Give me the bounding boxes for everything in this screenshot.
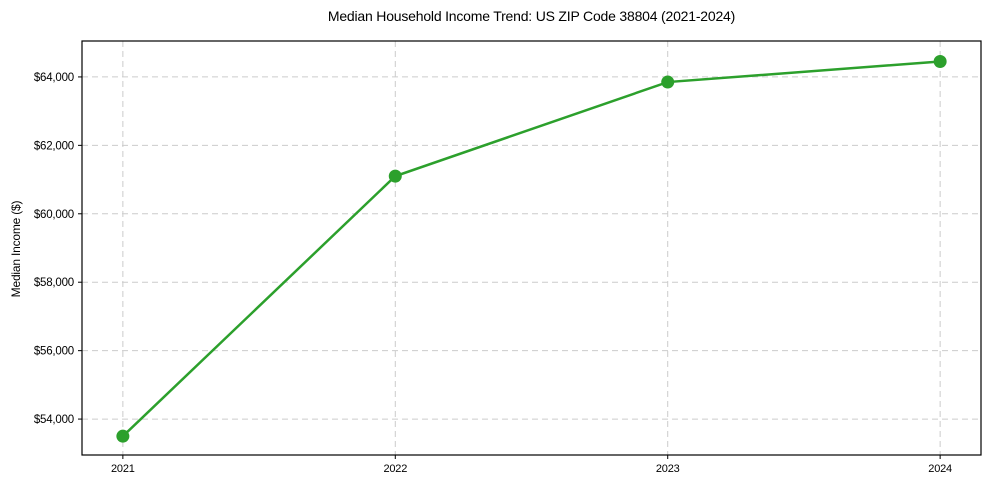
y-tick-label: $60,000 — [34, 209, 74, 221]
y-tick-label: $62,000 — [34, 140, 74, 152]
data-point-marker — [661, 75, 675, 89]
data-point-marker — [116, 429, 130, 443]
y-tick-label: $56,000 — [34, 346, 74, 358]
data-point-marker — [933, 55, 947, 69]
y-tick-label: $58,000 — [34, 277, 74, 289]
x-tick-label: 2021 — [111, 463, 135, 475]
x-tick-label: 2023 — [656, 463, 680, 475]
chart-title: Median Household Income Trend: US ZIP Co… — [327, 8, 736, 24]
x-tick-label: 2024 — [928, 463, 952, 475]
y-tick-label: $54,000 — [34, 414, 74, 426]
trend-line — [121, 60, 942, 438]
data-point-marker — [388, 169, 402, 183]
y-tick-label: $64,000 — [34, 72, 74, 84]
x-tick-label: 2022 — [383, 463, 407, 475]
axes-frame — [81, 40, 982, 456]
